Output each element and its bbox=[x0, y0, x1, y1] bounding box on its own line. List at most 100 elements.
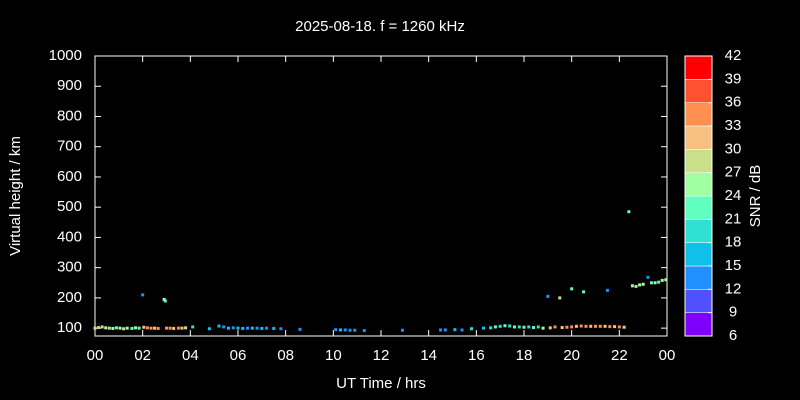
data-point bbox=[122, 327, 126, 331]
x-tick-label: 00 bbox=[659, 347, 676, 364]
data-point bbox=[260, 326, 264, 330]
data-point bbox=[646, 275, 650, 279]
colorbar-band bbox=[684, 265, 713, 290]
data-point bbox=[439, 328, 443, 332]
data-point bbox=[172, 326, 176, 330]
colorbar-tick-label: 42 bbox=[725, 47, 742, 64]
colorbar-band bbox=[684, 312, 713, 337]
data-point bbox=[107, 326, 111, 330]
x-tick-label: 18 bbox=[516, 347, 533, 364]
data-point bbox=[134, 326, 138, 330]
data-point bbox=[613, 325, 617, 329]
y-tick-label: 300 bbox=[57, 259, 82, 276]
data-point bbox=[231, 326, 235, 330]
data-point bbox=[546, 294, 550, 298]
data-point bbox=[114, 326, 118, 330]
data-point bbox=[180, 326, 184, 330]
data-point bbox=[558, 296, 562, 300]
data-point bbox=[142, 325, 146, 329]
data-point bbox=[343, 328, 347, 332]
data-point bbox=[584, 324, 588, 328]
data-point bbox=[617, 325, 621, 329]
data-point bbox=[503, 324, 507, 328]
data-point bbox=[348, 328, 352, 332]
x-axis-label: UT Time / hrs bbox=[336, 375, 426, 392]
x-tick-label: 22 bbox=[611, 347, 628, 364]
colorbar-band bbox=[684, 102, 713, 127]
data-point bbox=[125, 326, 129, 330]
colorbar-tick-label: 9 bbox=[729, 304, 737, 321]
data-point bbox=[168, 326, 172, 330]
x-tick-label: 14 bbox=[420, 347, 437, 364]
data-point bbox=[453, 328, 457, 332]
y-tick-label: 700 bbox=[57, 138, 82, 155]
data-point bbox=[517, 325, 521, 329]
data-point bbox=[141, 293, 145, 297]
data-point bbox=[265, 326, 269, 330]
data-point bbox=[149, 326, 153, 330]
data-point bbox=[470, 327, 474, 331]
data-point bbox=[536, 325, 540, 329]
colorbar-band bbox=[684, 242, 713, 267]
data-point bbox=[338, 328, 342, 332]
data-point bbox=[97, 326, 101, 330]
data-point bbox=[548, 326, 552, 330]
data-point bbox=[553, 325, 557, 329]
data-point bbox=[111, 326, 115, 330]
colorbar-band bbox=[684, 55, 713, 80]
colorbar-tick-label: 15 bbox=[725, 257, 742, 274]
data-point bbox=[650, 281, 654, 285]
colorbar-tick-label: 27 bbox=[725, 164, 742, 181]
colorbar-tick-label: 24 bbox=[725, 187, 742, 204]
colorbar-tick-label: 39 bbox=[725, 70, 742, 87]
y-tick-label: 100 bbox=[57, 319, 82, 336]
x-tick-label: 00 bbox=[87, 347, 104, 364]
y-axis-label: Virtual height / km bbox=[7, 136, 24, 256]
data-point bbox=[236, 326, 240, 330]
chart-title: 2025-08-18. f = 1260 kHz bbox=[295, 18, 465, 35]
plot-frame bbox=[94, 55, 668, 337]
colorbar-band bbox=[684, 149, 713, 173]
data-point bbox=[641, 282, 645, 286]
data-point bbox=[246, 326, 250, 330]
colorbar-tick-label: 30 bbox=[725, 140, 742, 157]
data-point bbox=[527, 325, 531, 329]
data-point bbox=[165, 326, 168, 330]
data-point bbox=[104, 326, 108, 330]
data-point bbox=[664, 278, 668, 282]
data-point bbox=[100, 325, 104, 329]
data-point bbox=[191, 325, 195, 329]
data-point bbox=[605, 288, 609, 292]
colorbar-tick-label: 21 bbox=[725, 210, 742, 227]
data-point bbox=[512, 325, 516, 329]
data-point bbox=[660, 278, 664, 282]
data-point bbox=[653, 281, 657, 285]
data-point bbox=[353, 328, 357, 332]
x-tick-label: 06 bbox=[230, 347, 247, 364]
x-tick-label: 20 bbox=[563, 347, 580, 364]
data-point bbox=[634, 284, 638, 288]
colorbar-band bbox=[684, 125, 713, 150]
x-tick-label: 02 bbox=[134, 347, 151, 364]
data-point bbox=[522, 325, 526, 329]
data-point bbox=[582, 290, 586, 294]
colorbar-label: SNR / dB bbox=[747, 165, 764, 228]
data-point bbox=[460, 328, 464, 332]
colorbar-band bbox=[684, 289, 713, 313]
data-point bbox=[657, 280, 661, 284]
colorbar-band bbox=[684, 172, 713, 197]
y-tick-label: 200 bbox=[57, 289, 82, 306]
data-point bbox=[508, 324, 512, 328]
data-point bbox=[153, 326, 157, 330]
data-point bbox=[589, 324, 593, 328]
data-point bbox=[570, 287, 574, 291]
data-point bbox=[272, 326, 276, 330]
data-point bbox=[184, 326, 188, 330]
data-point bbox=[145, 326, 149, 330]
data-point bbox=[400, 328, 404, 332]
data-point bbox=[118, 326, 122, 330]
y-tick-label: 600 bbox=[57, 168, 82, 185]
x-tick-label: 08 bbox=[277, 347, 294, 364]
data-point bbox=[627, 210, 631, 214]
data-point bbox=[334, 328, 338, 332]
